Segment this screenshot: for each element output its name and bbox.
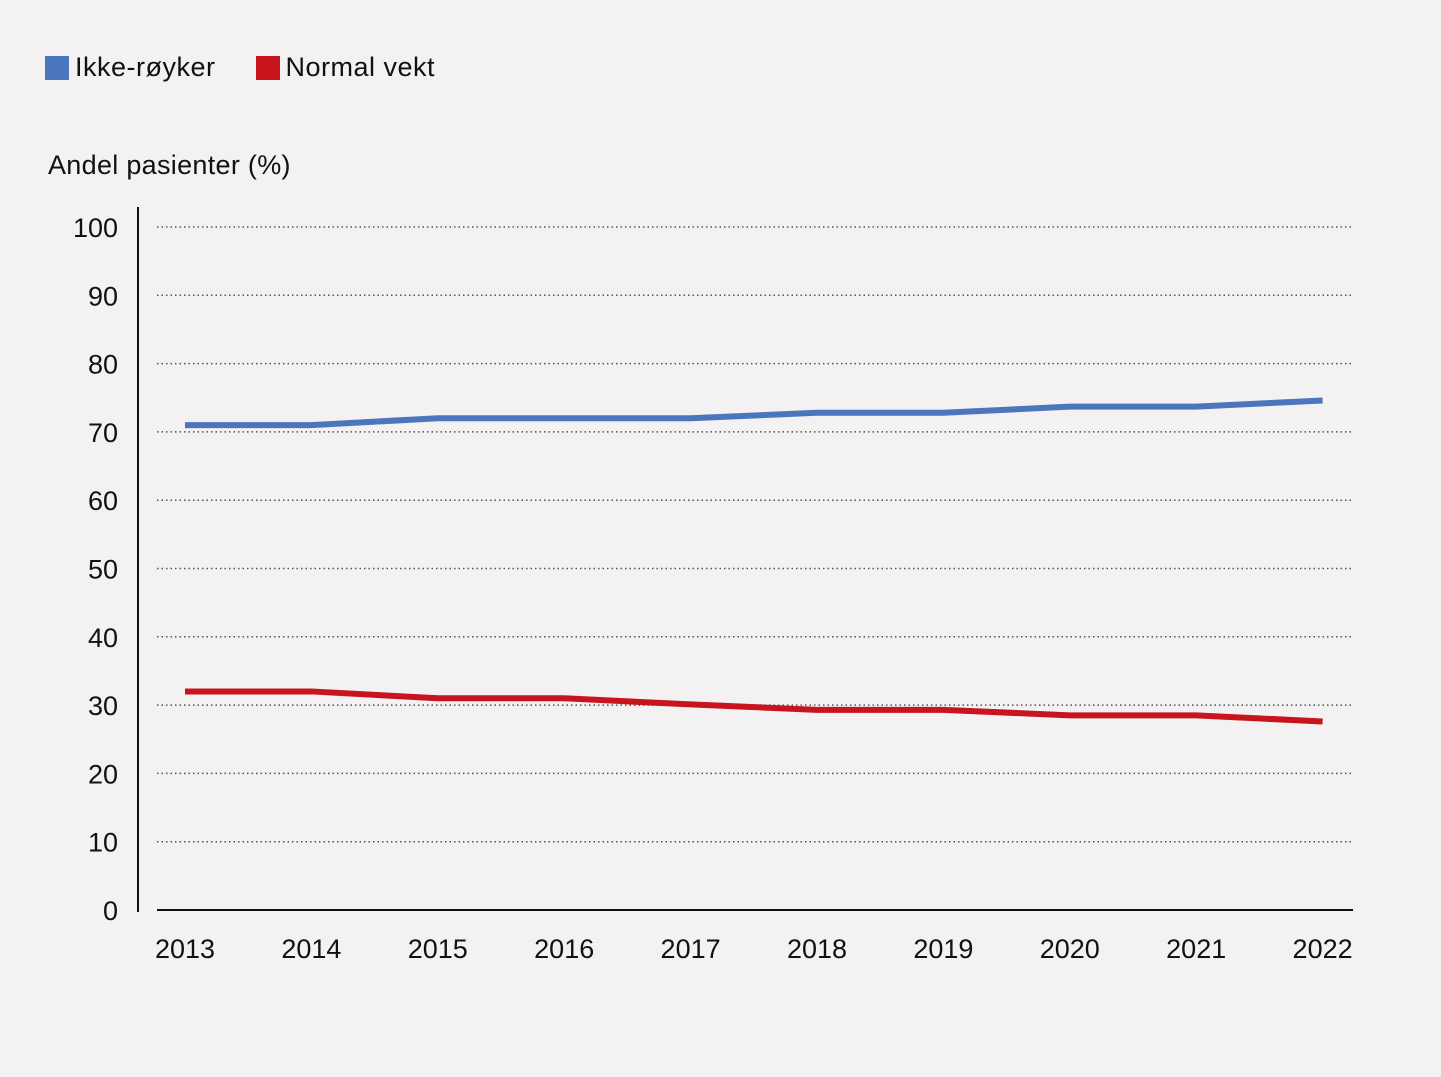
legend-label-normal-vekt: Normal vekt bbox=[285, 52, 436, 82]
y-tick-label: 50 bbox=[88, 555, 118, 585]
y-tick-label: 20 bbox=[88, 759, 118, 789]
legend-label-ikke-royker: Ikke-røyker bbox=[75, 52, 216, 82]
legend-swatch-normal-vekt bbox=[255, 55, 280, 80]
x-tick-label: 2022 bbox=[1293, 934, 1353, 964]
y-tick-label: 60 bbox=[88, 486, 118, 516]
x-tick-label: 2014 bbox=[281, 934, 341, 964]
legend-item-normal-vekt: Normal vekt bbox=[255, 52, 436, 83]
y-tick-label: 100 bbox=[73, 213, 118, 243]
y-tick-label: 0 bbox=[103, 896, 118, 926]
y-tick-label: 30 bbox=[88, 691, 118, 721]
y-tick-label: 70 bbox=[88, 418, 118, 448]
legend: Ikke-røyker Normal vekt bbox=[45, 52, 435, 83]
legend-item-ikke-royker: Ikke-røyker bbox=[45, 52, 216, 83]
y-tick-label: 80 bbox=[88, 350, 118, 380]
x-tick-label: 2019 bbox=[913, 934, 973, 964]
x-tick-label: 2015 bbox=[408, 934, 468, 964]
series-line-normal-vekt bbox=[185, 688, 1323, 725]
x-tick-label: 2018 bbox=[787, 934, 847, 964]
x-tick-label: 2021 bbox=[1166, 934, 1226, 964]
legend-swatch-ikke-royker bbox=[45, 55, 69, 80]
y-tick-label: 90 bbox=[88, 281, 118, 311]
x-tick-label: 2017 bbox=[661, 934, 721, 964]
x-tick-label: 2016 bbox=[534, 934, 594, 964]
x-tick-label: 2020 bbox=[1040, 934, 1100, 964]
x-tick-label: 2013 bbox=[155, 934, 215, 964]
y-tick-label: 40 bbox=[88, 623, 118, 653]
y-axis-label: Andel pasienter (%) bbox=[48, 150, 291, 180]
y-tick-label: 10 bbox=[88, 828, 118, 858]
series-line-ikke-royker bbox=[185, 397, 1323, 429]
